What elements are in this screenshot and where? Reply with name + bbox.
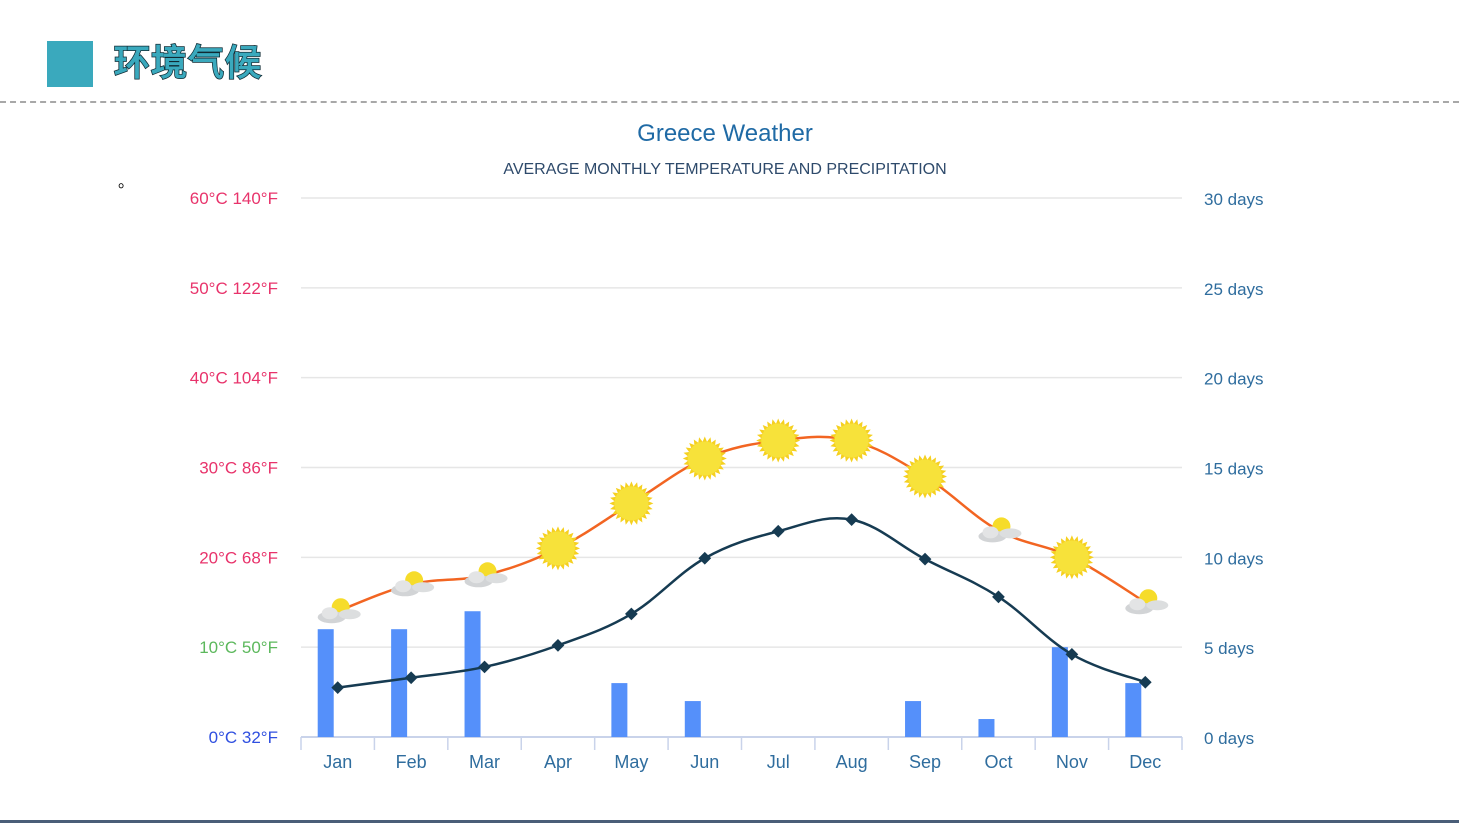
bullet-mark: 。 xyxy=(118,174,135,191)
right-tick-label: 30 days xyxy=(1204,190,1264,209)
rainy-days-bar xyxy=(905,701,922,737)
left-tick-label: 50°C 122°F xyxy=(190,279,278,298)
footer-divider xyxy=(0,820,1459,823)
right-tick-label: 5 days xyxy=(1204,639,1254,658)
rainy-days-bar xyxy=(1051,647,1068,737)
rainy-days-bar xyxy=(611,683,628,737)
month-label: Mar xyxy=(469,752,500,772)
cloud-part xyxy=(1146,600,1169,611)
month-label: Apr xyxy=(544,752,572,772)
header-accent-square xyxy=(47,41,93,87)
left-tick-label: 60°C 140°F xyxy=(190,189,278,208)
rainy-days-bar xyxy=(978,719,995,737)
sun-disc xyxy=(908,459,943,494)
partly-cloudy-icon xyxy=(978,517,1022,543)
rainy-days-bar xyxy=(684,701,701,737)
high-temp-line xyxy=(337,435,1146,613)
left-tick-label: 40°C 104°F xyxy=(190,369,278,388)
partly-cloudy-icon xyxy=(317,598,361,624)
month-label: May xyxy=(614,752,648,772)
page-title: 环境气候 xyxy=(113,42,263,85)
rainy-days-bar xyxy=(464,611,481,737)
low-temp-series xyxy=(331,513,1152,694)
month-label: Jun xyxy=(690,752,719,772)
month-label: Jan xyxy=(323,752,352,772)
rainy-days-bars xyxy=(317,611,1142,737)
low-temp-point xyxy=(771,524,785,538)
partly-cloudy-icon xyxy=(391,571,435,597)
cloud-part xyxy=(412,582,435,593)
right-tick-label: 0 days xyxy=(1204,729,1254,748)
sun-icon xyxy=(682,436,727,481)
sun-icon xyxy=(1049,535,1094,580)
cloud-part xyxy=(395,580,412,593)
partly-cloudy-icon xyxy=(464,562,508,588)
high-temp-series xyxy=(317,418,1169,624)
cloud-part xyxy=(999,528,1022,539)
right-axis-ticks: 30 days 25 days 20 days 15 days 10 days 5 day… xyxy=(1204,190,1264,748)
sun-icon xyxy=(756,418,801,463)
cloud-part xyxy=(1129,598,1146,611)
sun-icon xyxy=(609,481,654,526)
rainy-days-bar xyxy=(391,629,408,737)
sun-icon xyxy=(829,418,874,463)
low-temp-point xyxy=(918,552,932,566)
sun-disc xyxy=(834,423,869,458)
right-tick-label: 25 days xyxy=(1204,280,1264,299)
low-temp-point xyxy=(625,607,638,621)
month-label: Nov xyxy=(1056,752,1088,772)
sun-disc xyxy=(614,486,649,521)
month-label: Aug xyxy=(836,752,868,772)
chart-title: Greece Weather xyxy=(637,120,813,147)
month-label: Oct xyxy=(984,752,1012,772)
low-temp-line xyxy=(337,517,1146,689)
rainy-days-bar xyxy=(1125,683,1142,737)
left-tick-label: 20°C 68°F xyxy=(199,548,278,567)
cloud-part xyxy=(468,571,485,584)
rainy-days-bar xyxy=(317,629,334,737)
right-tick-label: 20 days xyxy=(1204,370,1264,389)
month-label: Sep xyxy=(909,752,941,772)
sun-disc xyxy=(687,441,722,476)
cloud-part xyxy=(321,607,338,620)
low-temp-point xyxy=(698,551,712,565)
month-label: Jul xyxy=(767,752,790,772)
sun-icon xyxy=(536,526,580,571)
sun-disc xyxy=(1054,540,1089,575)
cloud-part xyxy=(338,609,361,620)
left-tick-label: 10°C 50°F xyxy=(199,638,278,657)
right-tick-label: 15 days xyxy=(1204,460,1264,479)
sun-icon xyxy=(903,454,947,499)
month-label: Dec xyxy=(1129,752,1161,772)
header-divider xyxy=(0,101,1459,103)
low-temp-point xyxy=(551,639,565,652)
partly-cloudy-icon xyxy=(1125,589,1169,615)
left-tick-label: 0°C 32°F xyxy=(209,728,278,747)
cloud-part xyxy=(982,526,999,539)
low-temp-point xyxy=(845,513,858,526)
right-tick-label: 10 days xyxy=(1204,549,1264,568)
left-tick-label: 30°C 86°F xyxy=(199,459,278,478)
cloud-part xyxy=(485,573,508,584)
x-axis: Jan Feb Mar Apr May Jun Jul Aug Sep Oct Nov Dec xyxy=(300,736,1183,772)
grid-lines xyxy=(301,197,1182,648)
chart-subtitle: AVERAGE MONTHLY TEMPERATURE AND PRECIPIT… xyxy=(503,161,946,178)
sun-disc xyxy=(761,423,796,458)
sun-disc xyxy=(540,531,575,566)
left-axis-ticks: 60°C 140°F 50°C 122°F 40°C 104°F 30°C 86°F 2… xyxy=(190,189,278,747)
month-label: Feb xyxy=(396,752,427,772)
